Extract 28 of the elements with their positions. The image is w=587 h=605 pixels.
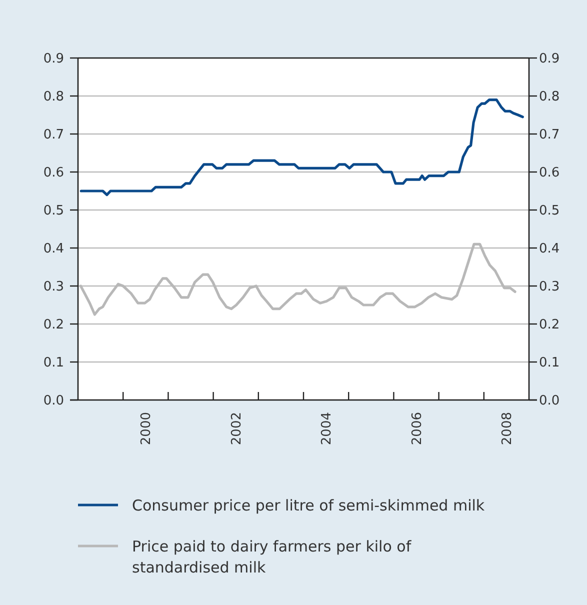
y-tick-label: 0.5 [43,204,64,219]
y2-tick-label: 0.8 [539,90,560,105]
y-tick-label: 0.2 [43,318,64,333]
legend-label: Price paid to dairy farmers per kilo of standardised milk [132,537,412,576]
y2-tick-label: 0.9 [539,52,560,67]
x-tick-label: 2008 [500,412,515,446]
y-tick-label: 0.3 [43,280,64,295]
y-tick-label: 0.6 [43,166,64,181]
x-tick-label: 2000 [139,412,154,446]
y2-tick-label: 0.0 [539,394,560,409]
x-tick-label: 2006 [410,412,425,446]
y-tick-label: 0.8 [43,90,64,105]
y2-tick-label: 0.5 [539,204,560,219]
y2-tick-label: 0.4 [539,242,560,257]
y-tick-label: 0.0 [43,394,64,409]
y-tick-label: 0.9 [43,52,64,67]
x-tick-label: 2004 [320,412,335,446]
y-tick-label: 0.4 [43,242,64,257]
x-tick-label: 2002 [229,412,244,446]
y-tick-label: 0.7 [43,128,64,143]
line-series [80,98,524,196]
legend-label: Consumer price per litre of semi-skimmed milk [132,496,485,514]
y2-tick-label: 0.6 [539,166,560,181]
y-tick-label: 0.1 [43,356,64,371]
y2-tick-label: 0.3 [539,280,560,295]
y2-tick-label: 0.7 [539,128,560,143]
y2-tick-label: 0.2 [539,318,560,333]
y2-tick-label: 0.1 [539,356,560,371]
